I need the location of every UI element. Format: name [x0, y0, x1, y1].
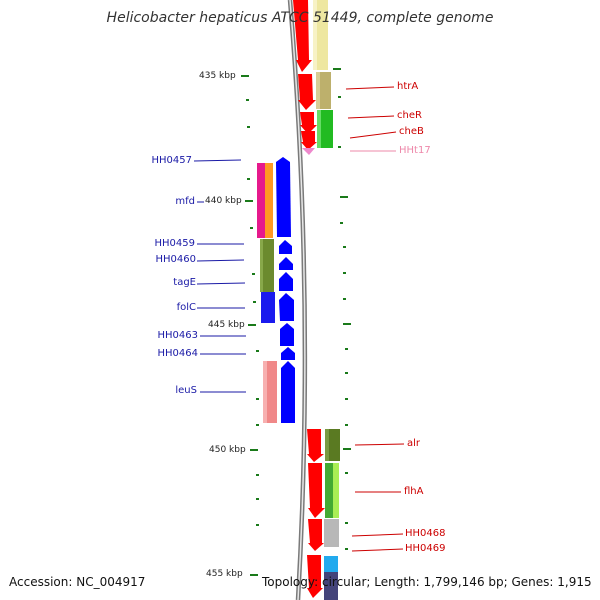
- topology-text: Topology: circular; Length: 1,799,146 bp…: [262, 575, 592, 589]
- gene-arrow: [279, 272, 293, 291]
- gene-arrow: [308, 519, 324, 551]
- gene-label-hh0459[interactable]: HH0459: [154, 238, 196, 249]
- gene-arrow: [279, 257, 293, 270]
- gene-label-cheb[interactable]: cheB: [399, 126, 424, 137]
- kbp-label: 445 kbp: [208, 320, 245, 330]
- gene-label-hh0457[interactable]: HH0457: [151, 155, 193, 166]
- gene-label-hh0464[interactable]: HH0464: [157, 348, 199, 359]
- gene-arrow: [300, 112, 317, 134]
- gene-arrow: [279, 240, 292, 254]
- accession-text: Accession: NC_004917: [9, 575, 146, 589]
- gene-arrow: [307, 429, 324, 462]
- forward-gene-arrows-bottom: [307, 429, 325, 598]
- kbp-label: 450 kbp: [209, 445, 246, 455]
- genome-backbone-inner: [289, 0, 306, 600]
- gene-label-alr[interactable]: alr: [407, 438, 421, 449]
- kbp-label: 455 kbp: [206, 569, 243, 579]
- left-leader-lines: [193, 159, 246, 393]
- gene-label-hh0460[interactable]: HH0460: [155, 254, 197, 265]
- gene-label-folc[interactable]: folC: [176, 302, 196, 313]
- gene-label-leus[interactable]: leuS: [175, 385, 197, 396]
- forward-gene-arrows-top: [293, 0, 317, 155]
- gene-label-hh0468[interactable]: HH0468: [405, 528, 446, 539]
- tick-marks: [241, 68, 351, 576]
- gene-arrow: [280, 323, 294, 346]
- gene-arrow-pink: [302, 148, 315, 155]
- gene-arrow: [298, 74, 316, 110]
- gene-arrow: [279, 293, 294, 321]
- gene-arrow: [281, 361, 295, 423]
- gene-arrow: [301, 131, 317, 150]
- right-leader-lines: [345, 86, 405, 552]
- gene-label-tage[interactable]: tagE: [173, 277, 196, 288]
- gene-label-hh0463[interactable]: HH0463: [157, 330, 199, 341]
- gene-label-htra[interactable]: htrA: [397, 81, 419, 92]
- gene-label-hht17[interactable]: HHt17: [399, 145, 431, 156]
- kbp-label: 440 kbp: [205, 196, 242, 206]
- feature-blocks-top: [313, 0, 333, 148]
- gene-label-cher[interactable]: cheR: [397, 110, 422, 121]
- gene-arrow: [281, 347, 295, 360]
- gene-label-flha[interactable]: flhA: [404, 486, 424, 497]
- feature-blocks-bottom: [324, 429, 340, 600]
- gene-arrow: [276, 157, 291, 237]
- gene-label-mfd[interactable]: mfd: [175, 196, 195, 207]
- gene-label-hh0469[interactable]: HH0469: [405, 543, 446, 554]
- gene-arrow: [307, 555, 323, 598]
- reverse-gene-arrows: [276, 157, 295, 423]
- page-title: Helicobacter hepaticus ATCC 51449, compl…: [106, 10, 494, 26]
- kbp-label: 435 kbp: [199, 71, 236, 81]
- gene-arrow: [308, 463, 325, 518]
- feature-blocks-left: [257, 163, 277, 423]
- gene-arrow: [293, 0, 312, 72]
